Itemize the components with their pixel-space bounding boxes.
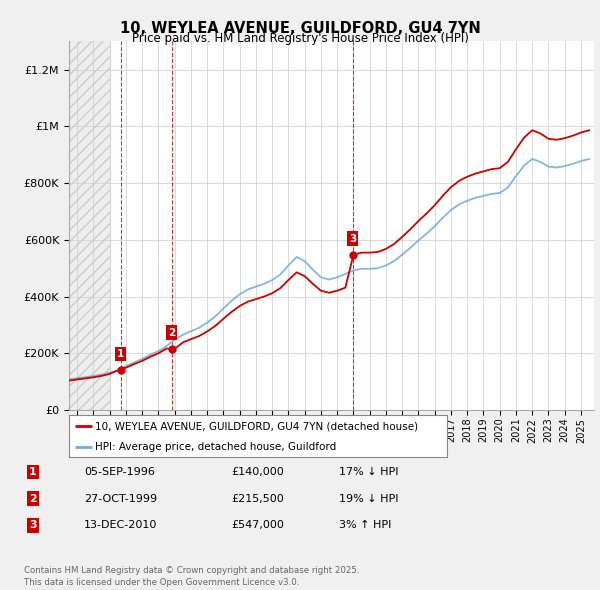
Text: Contains HM Land Registry data © Crown copyright and database right 2025.
This d: Contains HM Land Registry data © Crown c… [24,566,359,587]
Text: 05-SEP-1996: 05-SEP-1996 [84,467,155,477]
Text: 17% ↓ HPI: 17% ↓ HPI [339,467,398,477]
Text: 10, WEYLEA AVENUE, GUILDFORD, GU4 7YN: 10, WEYLEA AVENUE, GUILDFORD, GU4 7YN [119,21,481,35]
Text: 1: 1 [29,467,37,477]
Text: Price paid vs. HM Land Registry's House Price Index (HPI): Price paid vs. HM Land Registry's House … [131,32,469,45]
Bar [69,41,110,410]
Text: £547,000: £547,000 [231,520,284,530]
Text: 3: 3 [349,234,356,244]
Text: 1: 1 [117,349,124,359]
Text: 19% ↓ HPI: 19% ↓ HPI [339,494,398,503]
Text: 27-OCT-1999: 27-OCT-1999 [84,494,157,503]
Text: 2: 2 [29,494,37,503]
Text: 3% ↑ HPI: 3% ↑ HPI [339,520,391,530]
Text: HPI: Average price, detached house, Guildford: HPI: Average price, detached house, Guil… [95,442,337,451]
Bar [69,41,110,410]
Text: 10, WEYLEA AVENUE, GUILDFORD, GU4 7YN (detached house): 10, WEYLEA AVENUE, GUILDFORD, GU4 7YN (d… [95,421,419,431]
Text: 13-DEC-2010: 13-DEC-2010 [84,520,157,530]
Text: 2: 2 [168,327,175,337]
Text: £215,500: £215,500 [231,494,284,503]
Text: £140,000: £140,000 [231,467,284,477]
Text: 3: 3 [29,520,37,530]
